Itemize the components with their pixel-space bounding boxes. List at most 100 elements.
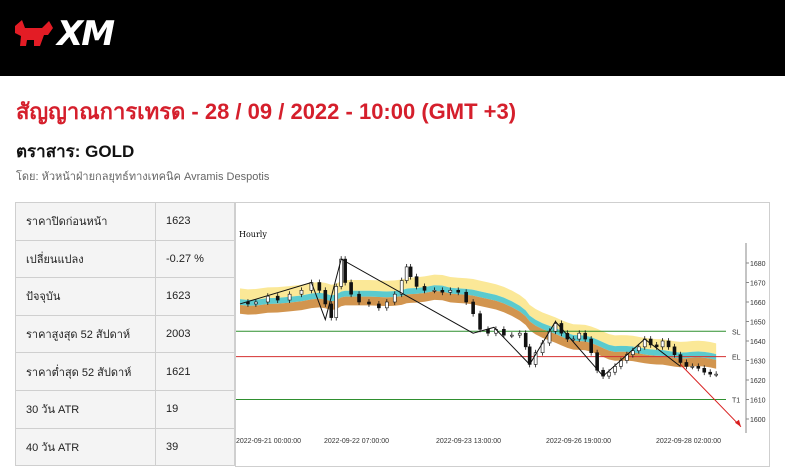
stat-label: ราคาต่ำสุด 52 สัปดาห์	[15, 352, 156, 391]
author-byline: โดย: หัวหน้าฝ่ายกลยุทธ์ทางเทคนิค Avramis…	[16, 171, 270, 183]
timeframe-label: Hourly	[239, 230, 267, 239]
candle-body	[367, 301, 371, 305]
stats-row: ราคาต่ำสุด 52 สัปดาห์ 1621	[15, 352, 235, 391]
candle-body	[275, 295, 280, 301]
stats-row: 40 วัน ATR 39	[15, 427, 235, 467]
signal-title: สัญญาณการเทรด - 28 / 09 / 2022 - 10:00 (…	[16, 99, 517, 124]
ribbon-orange	[240, 291, 717, 369]
chart-canvas: SL EL T1 1600 1610 1620 1630 1640 1650 1660 1670 16…	[236, 243, 766, 445]
stat-label: ปัจจุบัน	[15, 277, 156, 316]
candle-body	[553, 323, 558, 332]
stat-label: 40 วัน ATR	[15, 427, 156, 467]
stats-table: ราคาปิดก่อนหน้า 1623 เปลี่ยนแปลง -0.27 % ปัจ…	[15, 202, 235, 467]
candle-body	[456, 290, 461, 293]
y-tick-label: 1600	[750, 417, 766, 424]
stat-value: 19	[155, 389, 235, 429]
x-tick-label: 2022-09-28 02:00:00	[656, 438, 721, 445]
candle-body	[636, 346, 641, 352]
candle-body	[392, 293, 397, 303]
stat-value: 1623	[155, 277, 235, 316]
candle-body	[265, 295, 270, 303]
candle-body	[377, 303, 381, 309]
xm-logo[interactable]: XM	[12, 14, 137, 54]
candle-body	[334, 286, 339, 318]
x-tick-label: 2022-09-23 13:00:00	[436, 438, 501, 445]
candle-body	[708, 371, 713, 375]
candle-body	[422, 286, 427, 291]
candle-body	[408, 266, 413, 277]
level-label-t1: T1	[732, 398, 740, 405]
stat-label: ราคาปิดก่อนหน้า	[15, 202, 156, 241]
level-label-el: EL	[732, 355, 741, 362]
x-tick-label: 2022-09-22 07:00:00	[324, 438, 389, 445]
candle-body	[631, 350, 635, 355]
candle-body	[399, 280, 404, 295]
stats-row: เปลี่ยนแปลง -0.27 %	[15, 239, 235, 279]
candle-body	[299, 290, 304, 295]
candle-body	[589, 338, 593, 354]
stat-label: ราคาสูงสุด 52 สัปดาห์	[15, 314, 156, 354]
candle-body	[510, 334, 514, 337]
candle-body	[357, 293, 361, 303]
x-tick-label: 2022-09-26 19:00:00	[546, 438, 611, 445]
candle-body	[607, 371, 611, 377]
candle-body	[696, 366, 701, 369]
stat-label: 30 วัน ATR	[15, 389, 156, 429]
instrument-label: ตราสาร: GOLD	[16, 142, 135, 161]
candle-body	[317, 282, 322, 291]
candle-body	[571, 338, 576, 341]
candle-body	[349, 282, 353, 295]
candle-body	[323, 290, 328, 305]
y-tick-label: 1650	[750, 320, 766, 327]
y-tick-label: 1620	[750, 378, 766, 385]
stats-row: ราคาปิดก่อนหน้า 1623	[15, 202, 235, 241]
candle-body	[613, 366, 617, 373]
logo-text: XM	[57, 14, 115, 54]
candle-body	[672, 346, 677, 355]
y-tick-label: 1610	[750, 398, 766, 405]
stat-label: เปลี่ยนแปลง	[15, 239, 156, 279]
candle-body	[385, 301, 389, 309]
bull-icon	[12, 16, 57, 52]
candle-body	[486, 329, 490, 334]
candle-body	[414, 276, 419, 287]
y-tick-label: 1660	[750, 300, 766, 307]
ribbon-cyan	[240, 285, 717, 360]
header-bar: XM	[0, 0, 785, 76]
price-chart: SL EL T1 1600 1610 1620 1630 1640 1650 1660 1670 16…	[235, 202, 770, 467]
candle-body	[254, 301, 258, 305]
candle-body	[471, 301, 475, 314]
candle-body	[343, 258, 347, 283]
candle-body	[448, 290, 453, 293]
candle-body	[577, 332, 582, 340]
stats-row: 30 วัน ATR 19	[15, 389, 235, 429]
candle-body	[595, 352, 599, 371]
stat-value: 1623	[155, 202, 235, 241]
y-tick-label: 1670	[750, 281, 766, 288]
candle-body	[440, 290, 445, 293]
candle-body	[690, 366, 695, 368]
projection-arrowhead	[734, 419, 741, 427]
candle-body	[464, 291, 468, 303]
candle-body	[329, 303, 334, 318]
candle-body	[654, 344, 659, 348]
stat-value: 1621	[155, 352, 235, 391]
zigzag-line	[239, 258, 681, 377]
stat-value: 39	[155, 427, 235, 467]
candle-body	[684, 362, 689, 367]
y-tick-label: 1640	[750, 339, 766, 346]
candle-body	[583, 332, 588, 340]
candle-body	[702, 368, 707, 373]
candle-body	[533, 352, 538, 365]
candle-body	[478, 313, 482, 330]
candle-body	[523, 332, 528, 348]
candle-body	[660, 340, 665, 348]
stat-value: 2003	[155, 314, 235, 354]
candle-body	[432, 290, 437, 292]
x-tick-label: 2022-09-21 00:00:00	[236, 438, 301, 445]
ribbon-yellow	[240, 274, 717, 355]
y-tick-label: 1630	[750, 359, 766, 366]
candle-body	[714, 373, 718, 376]
stat-value: -0.27 %	[155, 239, 235, 279]
level-label-sl: SL	[732, 329, 741, 336]
